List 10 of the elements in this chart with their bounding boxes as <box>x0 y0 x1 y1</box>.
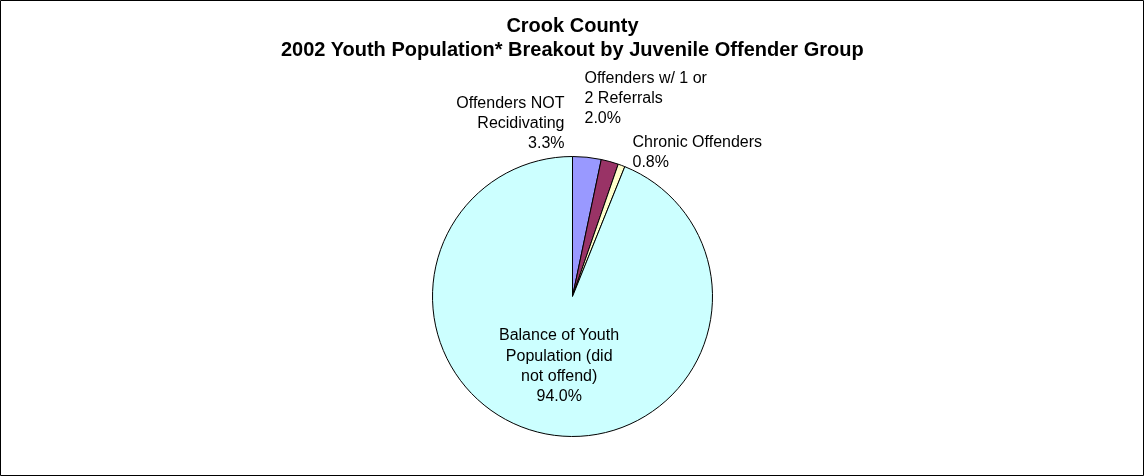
data-label: 2.0% <box>584 109 621 127</box>
slice-label: Balance of Youth Population (did not offend) <box>498 326 620 384</box>
slice-label: Offenders NOT Recidivating <box>456 93 565 132</box>
data-label: 0.8% <box>632 153 669 171</box>
data-label: 94.0% <box>536 387 582 405</box>
chart-subtitle: 2002 Youth Population* Breakout by Juvenile Offender Group <box>280 37 864 60</box>
data-label: 3.3% <box>528 134 565 152</box>
slice-label: Offenders w/ 1 or 2 Referrals <box>584 68 708 107</box>
chart-title: Crook County <box>506 13 640 36</box>
slice-label: Chronic Offenders <box>632 133 763 151</box>
